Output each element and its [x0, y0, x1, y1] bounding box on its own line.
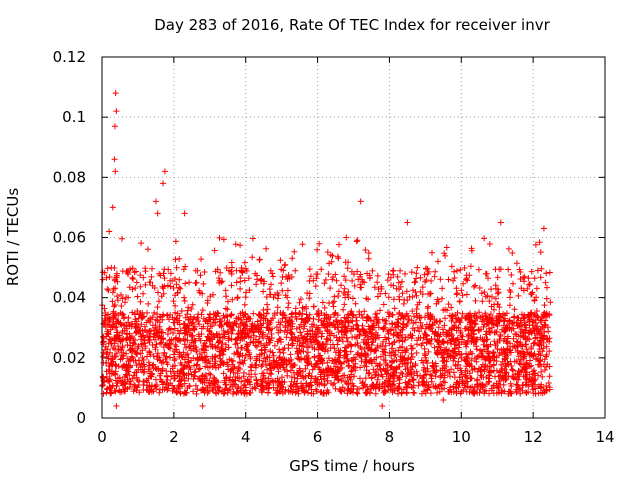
- data-point: [181, 210, 188, 217]
- data-point: [199, 402, 206, 409]
- chart-title: Day 283 of 2016, Rate Of TEC Index for r…: [154, 16, 550, 34]
- data-point: [540, 225, 547, 232]
- y-tick-label: 0.08: [53, 168, 86, 186]
- data-point: [112, 168, 119, 175]
- data-point: [152, 198, 159, 205]
- y-tick-label: 0.02: [53, 349, 86, 367]
- data-point: [161, 168, 168, 175]
- y-tick-label: 0.04: [53, 289, 86, 307]
- data-point: [111, 123, 118, 130]
- x-tick-label: 14: [595, 428, 614, 446]
- data-points: [99, 90, 554, 409]
- y-tick-labels: 0 0.02 0.04 0.06 0.08 0.1 0.12: [53, 48, 86, 427]
- y-tick-label: 0: [76, 409, 86, 427]
- data-point: [160, 180, 167, 187]
- x-tick-label: 12: [524, 428, 543, 446]
- y-tick-label: 0.12: [53, 48, 86, 66]
- data-point: [113, 108, 120, 115]
- data-point: [379, 402, 386, 409]
- data-point: [404, 219, 411, 226]
- x-tick-label: 0: [97, 428, 107, 446]
- data-point: [112, 90, 119, 97]
- data-point: [113, 402, 120, 409]
- x-axis-label: GPS time / hours: [289, 457, 415, 475]
- data-point: [357, 198, 364, 205]
- y-axis-label: ROTI / TECUs: [4, 188, 22, 286]
- x-tick-label: 8: [385, 428, 395, 446]
- data-point: [497, 219, 504, 226]
- x-tick-labels: 0 2 4 6 8 10 12 14: [97, 428, 614, 446]
- plot-frame: [101, 56, 606, 419]
- scatter-cloud: [99, 234, 554, 397]
- data-point: [111, 156, 118, 163]
- data-point: [109, 204, 116, 211]
- data-point: [440, 396, 447, 403]
- x-tick-label: 6: [313, 428, 323, 446]
- data-point: [343, 234, 350, 241]
- y-tick-label: 0.1: [62, 108, 86, 126]
- data-point: [106, 228, 113, 235]
- y-tick-label: 0.06: [53, 229, 86, 247]
- x-tick-label: 2: [169, 428, 179, 446]
- data-point: [154, 210, 161, 217]
- x-tick-label: 4: [241, 428, 251, 446]
- x-tick-label: 10: [452, 428, 471, 446]
